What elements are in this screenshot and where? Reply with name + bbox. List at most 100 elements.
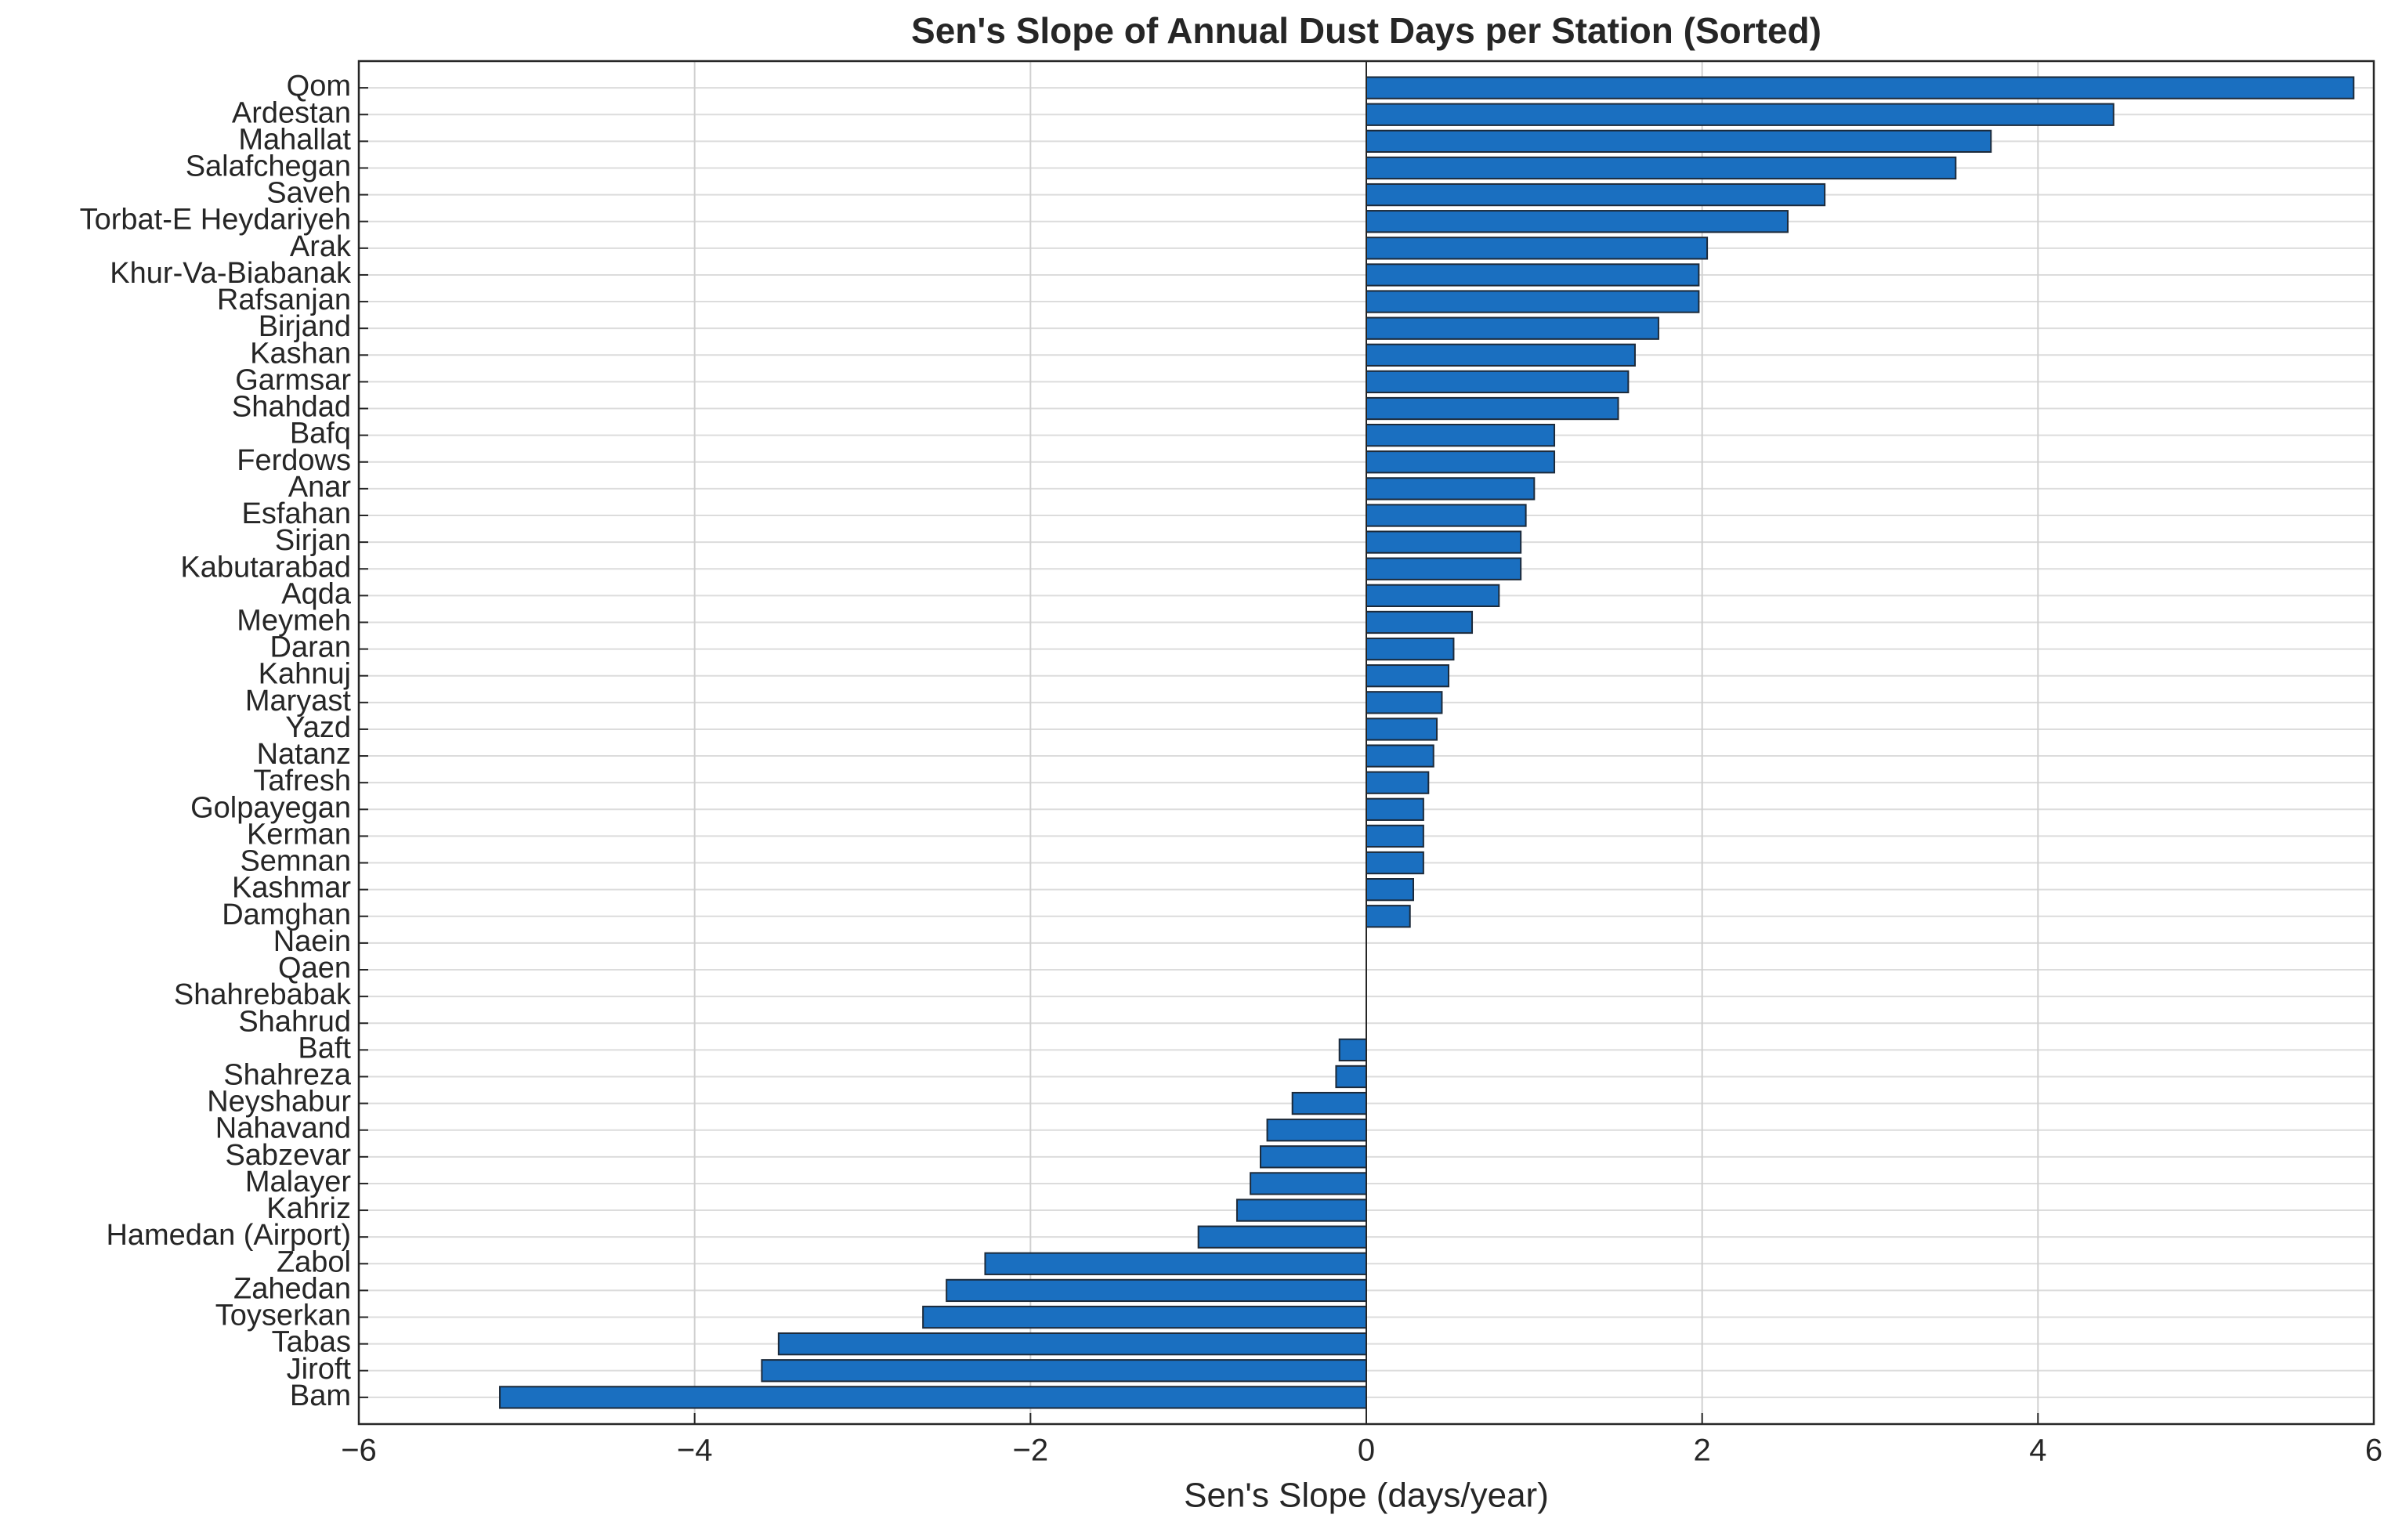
chart-title: Sen's Slope of Annual Dust Days per Stat… — [911, 10, 1821, 51]
bar — [1266, 1119, 1367, 1142]
y-tick-label: Sirjan — [275, 524, 351, 557]
bar — [777, 1332, 1367, 1356]
bar — [1366, 263, 1700, 287]
bar — [1366, 504, 1527, 527]
bar — [1366, 771, 1430, 794]
y-tick-label: Khur-Va-Biabanak — [110, 257, 352, 290]
y-tick-label: Salafchegan — [186, 150, 351, 183]
x-axis-label: Sen's Slope (days/year) — [1184, 1477, 1549, 1515]
y-tick-label: Kashan — [250, 337, 351, 370]
y-tick-label: Ferdows — [237, 444, 351, 477]
y-tick-label: Ardestan — [232, 96, 351, 129]
bar — [1366, 878, 1415, 902]
bar — [761, 1359, 1367, 1383]
bar — [946, 1278, 1367, 1303]
y-tick-label: Kahnuj — [259, 658, 351, 691]
bar — [1366, 905, 1411, 928]
bar — [1366, 584, 1500, 607]
bar — [1366, 343, 1636, 367]
bar — [1259, 1145, 1367, 1169]
bar — [1250, 1172, 1367, 1195]
bar — [1366, 797, 1424, 821]
bar — [922, 1305, 1368, 1329]
y-tick-label: Zabol — [277, 1245, 351, 1278]
bar — [984, 1252, 1368, 1275]
y-tick-label: Neyshabur — [207, 1086, 351, 1119]
y-tick-label: Natanz — [257, 738, 351, 771]
bar — [1366, 477, 1536, 501]
x-tick-label: 4 — [2029, 1433, 2046, 1468]
bar — [1338, 1038, 1367, 1062]
bar — [1235, 1198, 1368, 1222]
y-tick-label: Kabutarabad — [180, 551, 351, 584]
bar — [1366, 316, 1659, 340]
bar — [1366, 851, 1424, 875]
y-tick-label: Golpayegan — [190, 791, 351, 824]
bar — [1366, 744, 1434, 768]
y-tick-label: Shahreza — [223, 1059, 352, 1092]
bar — [1366, 610, 1474, 634]
bar — [1197, 1225, 1367, 1249]
bar — [1366, 103, 2114, 126]
bar — [1366, 691, 1443, 714]
y-tick-label: Semnan — [240, 845, 351, 878]
y-tick-label: Maryast — [245, 685, 352, 718]
y-tick-label: Malayer — [245, 1166, 351, 1198]
y-tick-label: Naein — [273, 925, 351, 958]
y-tick-label: Sabzevar — [225, 1139, 351, 1172]
x-tick-label: 2 — [1694, 1433, 1711, 1468]
y-tick-label: Birjand — [259, 310, 351, 343]
bar — [1366, 210, 1789, 233]
bar — [1366, 183, 1826, 207]
bar — [1366, 76, 2355, 99]
bar — [1366, 237, 1709, 260]
y-tick-label: Bam — [290, 1379, 351, 1412]
bar — [1366, 156, 1957, 180]
bar — [1366, 824, 1424, 848]
y-tick-label: Toyserkan — [215, 1300, 351, 1332]
x-tick-label: −2 — [1013, 1433, 1049, 1468]
y-tick-label: Aqda — [281, 577, 352, 610]
bar — [1366, 424, 1556, 447]
y-tick-label: Torbat-E Heydariyeh — [80, 204, 351, 237]
y-tick-label: Hamedan (Airport) — [106, 1219, 351, 1252]
y-tick-label: Anar — [288, 471, 352, 504]
y-tick-label: Jiroft — [287, 1353, 352, 1386]
bar — [1366, 370, 1630, 394]
y-tick-label: Kashmar — [232, 872, 351, 905]
bar — [1366, 450, 1556, 474]
bar — [1366, 718, 1438, 741]
y-tick-label: Esfahan — [242, 497, 351, 530]
bar — [1366, 290, 1700, 313]
x-tick-label: −6 — [341, 1433, 377, 1468]
y-tick-label: Saveh — [266, 177, 351, 210]
y-tick-label: Arak — [290, 230, 352, 263]
y-tick-label: Damghan — [222, 898, 351, 931]
y-tick-label: Zahedan — [233, 1272, 351, 1305]
x-tick-label: −4 — [677, 1433, 713, 1468]
y-tick-label: Bafq — [290, 418, 351, 450]
y-tick-label: Qaen — [278, 952, 351, 985]
y-tick-label: Rafsanjan — [217, 284, 351, 316]
y-tick-label: Qom — [287, 70, 351, 103]
bar — [1366, 557, 1522, 580]
y-tick-label: Kerman — [247, 818, 351, 851]
y-tick-label: Daran — [270, 631, 352, 664]
y-tick-label: Meymeh — [237, 605, 351, 638]
bar — [1366, 664, 1450, 688]
x-tick-label: 0 — [1358, 1433, 1375, 1468]
y-tick-label: Baft — [298, 1032, 351, 1065]
y-tick-label: Nahavand — [215, 1112, 351, 1145]
y-tick-label: Tafresh — [253, 765, 351, 797]
bar — [499, 1386, 1367, 1409]
plot-frame — [357, 60, 2375, 1426]
bar — [1366, 396, 1619, 421]
y-tick-label: Shahrebabak — [174, 978, 352, 1011]
bar — [1335, 1065, 1368, 1089]
x-tick-label: 6 — [2365, 1433, 2382, 1468]
bar — [1366, 129, 1992, 154]
y-tick-label: Garmsar — [235, 363, 351, 396]
bar — [1366, 637, 1455, 661]
y-tick-label: Mahallat — [238, 123, 351, 156]
